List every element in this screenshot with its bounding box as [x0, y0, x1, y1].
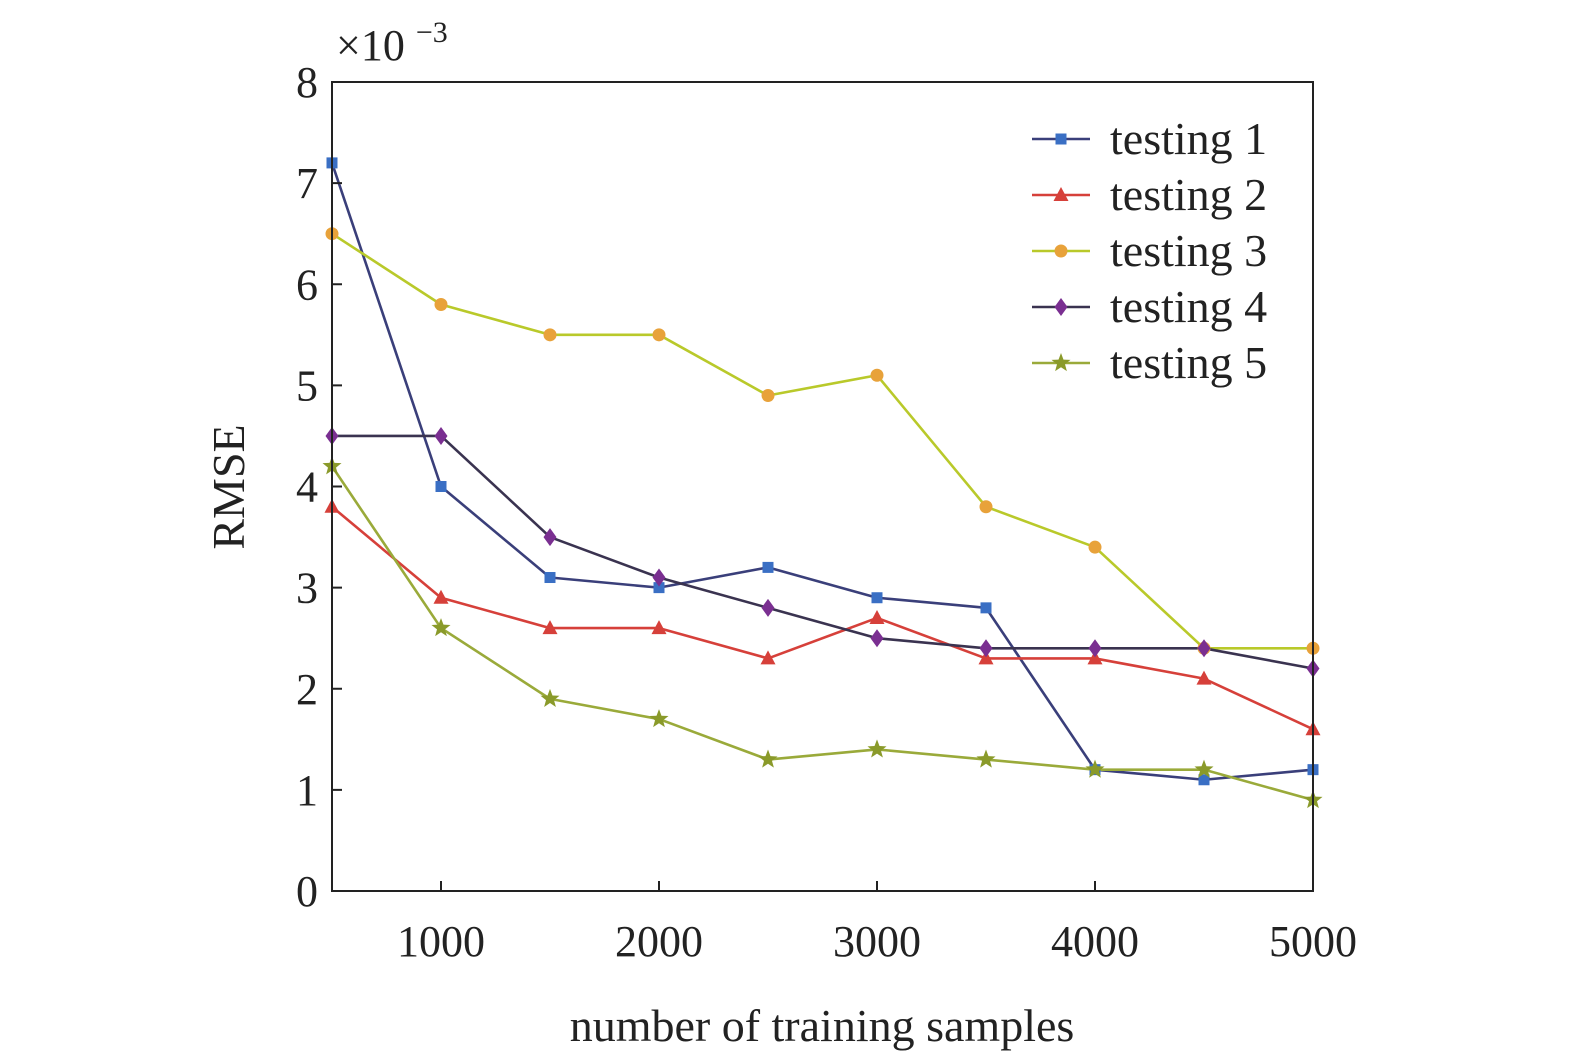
y-axis-multiplier-exponent: −3 [416, 16, 448, 49]
data-point-testing-4-4000 [1088, 639, 1102, 658]
data-point-testing-3-1500 [543, 328, 557, 342]
y-axis-multiplier-base: ×10 [336, 21, 405, 70]
y-tick-label-5: 5 [296, 361, 318, 410]
y-tick-label-2: 2 [296, 665, 318, 714]
series-line-testing-5 [330, 465, 1314, 802]
y-tick-label-3: 3 [296, 564, 318, 613]
data-point-testing-5-1500 [540, 688, 560, 707]
data-point-testing-1-1000 [435, 481, 447, 492]
x-tick-label-2000: 2000 [615, 917, 703, 966]
data-point-testing-4-3000 [870, 629, 884, 648]
data-point-testing-5-2500 [758, 749, 778, 768]
data-point-testing-2-2500 [760, 650, 776, 665]
y-tick-label-8: 8 [296, 58, 318, 107]
data-point-testing-2-1500 [542, 620, 558, 635]
x-tick-label-3000: 3000 [833, 917, 921, 966]
axes-layer [331, 81, 1314, 892]
legend-marker-testing-4 [1054, 298, 1068, 316]
series-line-testing-1 [330, 162, 1314, 782]
legend-marker-testing-5 [1051, 353, 1071, 372]
series-lines-layer [330, 162, 1314, 802]
data-point-testing-3-2000 [652, 328, 666, 342]
legend-marker-testing-3 [1054, 244, 1068, 258]
data-point-testing-2-1000 [433, 589, 449, 604]
data-point-testing-1-3000 [871, 592, 883, 604]
y-tick-label-6: 6 [296, 260, 318, 309]
legend-marker-testing-2 [1053, 187, 1069, 201]
x-tick-label-5000: 5000 [1269, 917, 1357, 966]
legend-item-testing-3: testing 3 [1032, 225, 1267, 276]
legend-label-testing-2: testing 2 [1110, 169, 1267, 220]
data-point-testing-3-3500 [979, 500, 993, 514]
x-tick-label-1000: 1000 [397, 917, 485, 966]
series-line-testing-3 [331, 232, 1313, 650]
data-point-testing-5-3500 [976, 749, 996, 768]
data-point-testing-1-1500 [544, 572, 556, 584]
data-point-testing-3-1000 [434, 297, 448, 311]
data-point-testing-4-2000 [652, 568, 666, 587]
data-point-testing-2-3000 [869, 609, 885, 624]
legend-label-testing-5: testing 5 [1110, 337, 1267, 388]
legend-item-testing-5: testing 5 [1032, 337, 1267, 388]
data-point-testing-4-1000 [434, 426, 448, 445]
legend-item-testing-2: testing 2 [1032, 169, 1267, 220]
legend-label-testing-1: testing 1 [1110, 113, 1267, 164]
data-point-testing-5-2000 [649, 709, 669, 728]
legend-marker-testing-1 [1055, 133, 1067, 145]
legend-label-testing-4: testing 4 [1110, 281, 1267, 332]
data-point-testing-5-1000 [431, 618, 451, 637]
legend-item-testing-4: testing 4 [1032, 281, 1267, 332]
y-tick-label-1: 1 [296, 766, 318, 815]
data-point-testing-4-4500 [1197, 639, 1211, 658]
data-point-testing-2-2000 [651, 620, 667, 635]
legend-item-testing-1: testing 1 [1032, 113, 1267, 164]
data-point-testing-4-1500 [543, 528, 557, 547]
tick-labels-layer: 0 1 2 3 4 5 6 7 8 1000 2000 3000 4000 5000 [296, 58, 1357, 966]
data-point-testing-5-4500 [1194, 759, 1214, 778]
x-tick-label-4000: 4000 [1051, 917, 1139, 966]
data-point-testing-1-4500 [1198, 774, 1210, 786]
data-point-testing-3-4000 [1088, 540, 1102, 554]
y-tick-label-7: 7 [296, 159, 318, 208]
data-point-testing-5-3000 [867, 739, 887, 758]
data-point-testing-2-4000 [1087, 650, 1103, 665]
data-point-testing-1-3500 [980, 602, 992, 614]
data-point-testing-1-2000 [653, 582, 665, 594]
y-tick-label-4: 4 [296, 463, 318, 512]
y-axis-multiplier: ×10 −3 [336, 16, 448, 70]
data-point-testing-2-4500 [1196, 670, 1212, 685]
data-point-testing-3-2500 [761, 388, 775, 402]
x-axis-title: number of training samples [570, 1000, 1075, 1051]
y-axis-title: RMSE [203, 424, 254, 549]
data-point-testing-3-3000 [870, 368, 884, 382]
data-point-testing-2-3500 [978, 650, 994, 665]
data-point-testing-4-2500 [761, 598, 775, 617]
series-line-testing-2 [331, 505, 1314, 731]
data-point-testing-5-4000 [1085, 759, 1105, 778]
data-point-testing-4-3500 [979, 639, 993, 658]
data-point-testing-1-2500 [762, 561, 774, 573]
series-line-testing-4 [332, 434, 1314, 670]
y-tick-label-0: 0 [296, 867, 318, 916]
legend-label-testing-3: testing 3 [1110, 225, 1267, 276]
